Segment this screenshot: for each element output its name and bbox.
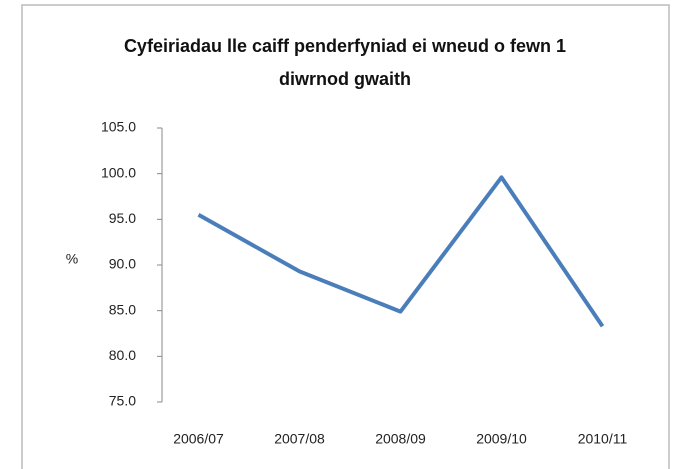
y-tick-label: 75.0: [109, 393, 136, 409]
x-tick-label: 2010/11: [578, 431, 628, 447]
y-tick-label: 105.0: [101, 119, 136, 135]
y-axis-label: %: [66, 251, 78, 267]
y-tick-label: 100.0: [101, 164, 136, 180]
chart-title: Cyfeiriadau lle caiff penderfyniad ei wn…: [123, 36, 567, 89]
y-tick-label: 90.0: [109, 256, 136, 272]
x-tick-label: 2007/08: [274, 431, 325, 447]
y-tick-label: 80.0: [109, 347, 136, 363]
x-tick-label: 2006/07: [173, 431, 224, 447]
y-tick-label: 85.0: [109, 301, 136, 317]
chart-border: [21, 4, 670, 469]
y-tick-label: 95.0: [109, 210, 136, 226]
data-line: [197, 175, 605, 328]
x-tick-label: 2008/09: [375, 431, 426, 447]
x-tick-label: 2009/10: [476, 431, 527, 447]
